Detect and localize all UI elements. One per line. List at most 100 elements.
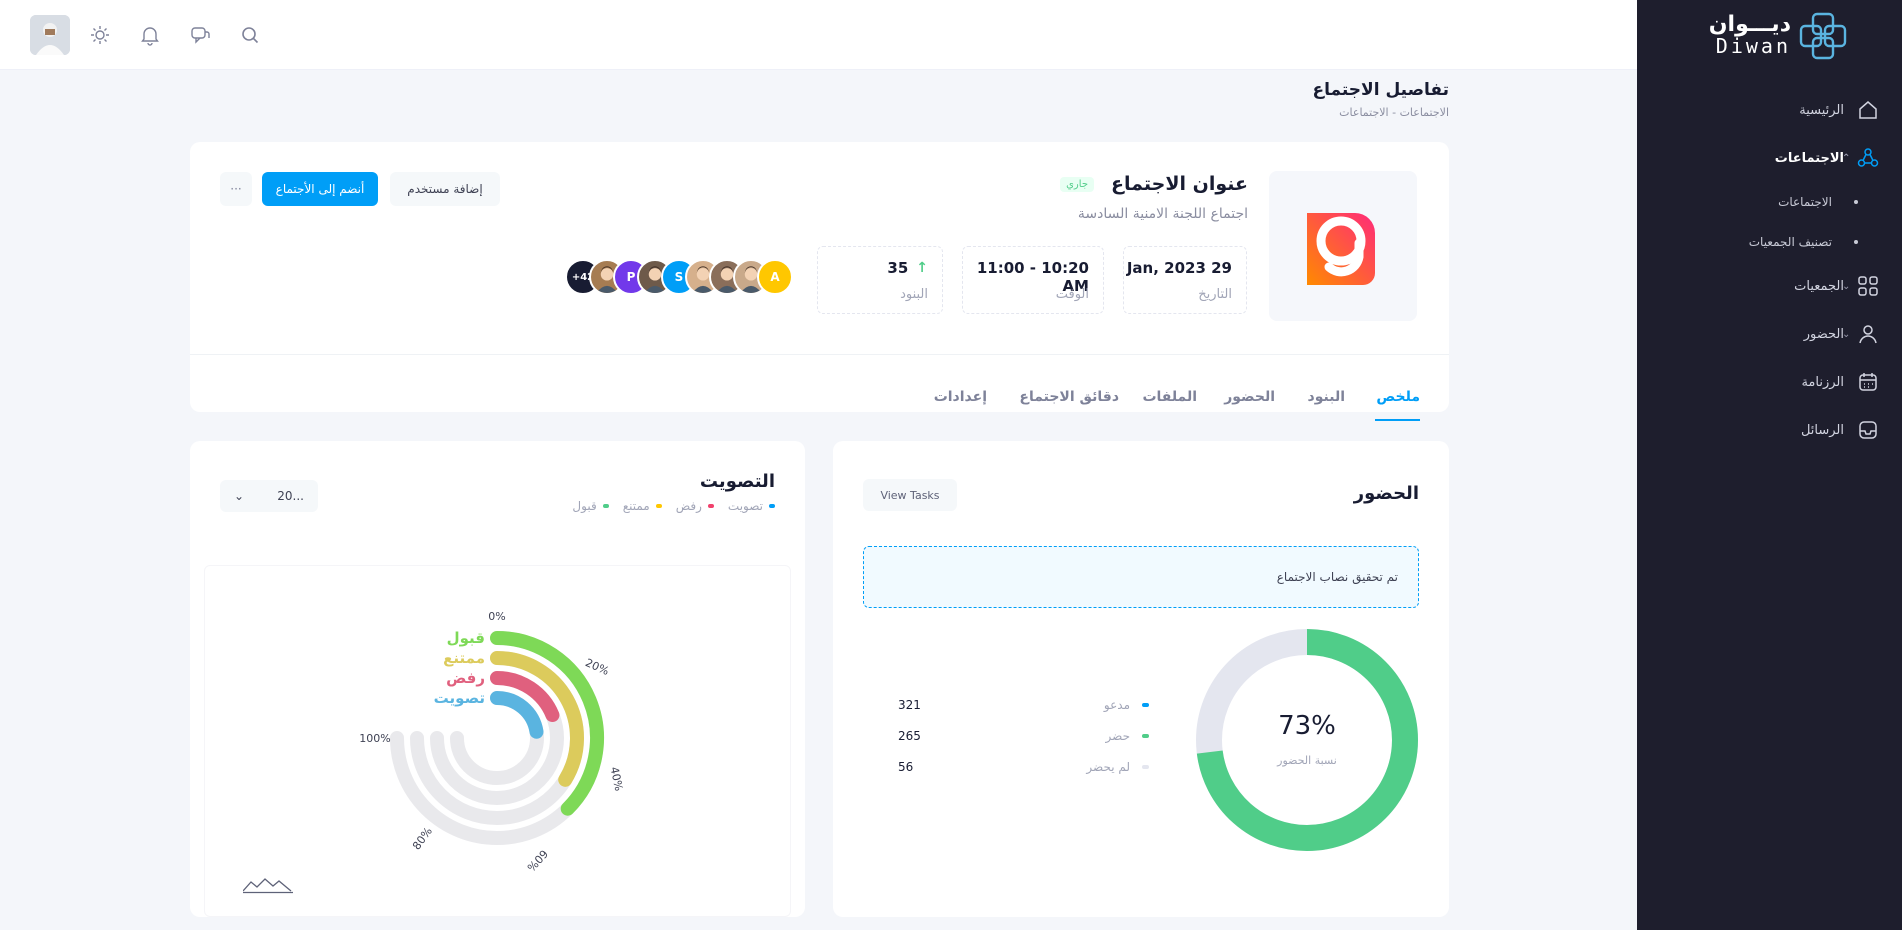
chevron-down-icon: ⌄ [1842, 328, 1851, 340]
sidebar-item-label: الحضور [1803, 326, 1844, 342]
date-stat: 29 Jan, 2023 التاريخ [1123, 246, 1247, 314]
sidebar-subitem-meetings[interactable]: الاجتماعات [1637, 182, 1902, 222]
arrow-up-icon: ↑ [916, 260, 928, 276]
chevron-down-icon: ⌄ [1842, 280, 1851, 292]
breadcrumb[interactable]: الاجتماعات - الاجتماعات [1339, 106, 1449, 119]
sidebar-subitem-label: تصنيف الجمعيات [1748, 235, 1832, 249]
legend-marker [655, 504, 662, 508]
avatar-initial: +42 [571, 271, 595, 283]
meeting-tabs: ملخص البنود الحضور الملفات دقائق الاجتما… [190, 354, 1449, 421]
meeting-title: عنوان الاجتماع [1111, 173, 1248, 195]
radial-bar[interactable] [490, 671, 560, 723]
sidebar-item-label: الرزنامة [1801, 374, 1844, 390]
legend-label: ممتنع [622, 499, 650, 513]
avatar-initial: S [674, 270, 684, 284]
legend-item[interactable]: ممتنع [623, 499, 662, 513]
tab-minutes[interactable]: دقائق الاجتماع [1019, 389, 1119, 405]
calendar-icon [1856, 370, 1880, 394]
home-icon [1856, 98, 1880, 122]
legend-marker [1142, 765, 1149, 769]
breakdown-value: 265 [898, 729, 921, 743]
series-label: تصويت [434, 689, 485, 707]
sidebar-item-meetings[interactable]: الاجتماعات ⌃ [1637, 134, 1902, 182]
participant-avatar-initial[interactable]: A [757, 259, 793, 295]
date-value: 29 Jan, 2023 [1126, 259, 1232, 277]
breakdown-label-text: مدعو [1103, 698, 1130, 712]
items-stat: ↑ 35 البنود [817, 246, 943, 314]
radial-bar[interactable] [490, 651, 584, 787]
tab-files[interactable]: الملفات [1142, 389, 1197, 405]
legend-marker [707, 504, 714, 508]
join-meeting-button[interactable]: أنضم إلى الأجتماع [262, 172, 378, 206]
avatar-initial: P [626, 270, 636, 284]
breakdown-label: حضر [1106, 729, 1149, 743]
sidebar-subitem-categories[interactable]: تصنيف الجمعيات [1637, 222, 1902, 262]
legend-marker [1142, 703, 1149, 707]
voting-card: التصويت تصويت رفض ممتنع قبول ⌄ 20... قبول مم… [190, 441, 805, 917]
legend-item[interactable]: قبول [572, 499, 609, 513]
period-select-value: 20... [277, 489, 304, 503]
tab-attendance[interactable]: الحضور [1224, 389, 1275, 405]
chat-icon[interactable] [189, 24, 211, 46]
sidebar-item-home[interactable]: الرئيسية [1637, 86, 1902, 134]
sidebar-item-attendance[interactable]: الحضور ⌄ [1637, 310, 1902, 358]
attendance-donut [1196, 629, 1418, 851]
axis-tick-label: 80% [410, 825, 435, 852]
radial-bar[interactable] [490, 631, 604, 816]
attendance-title: الحضور [1353, 483, 1419, 504]
meeting-thumbnail [1269, 171, 1417, 321]
bullet-icon [1854, 240, 1858, 244]
items-value-row: ↑ 35 [887, 259, 928, 277]
sidebar-nav: الرئيسية الاجتماعات ⌃ الاجتماعات تصنيف ا… [1637, 86, 1902, 454]
series-label: ممتنع [443, 649, 485, 667]
grid-icon [1856, 274, 1880, 298]
brand-logo[interactable]: ديـــوان Diwan [1697, 12, 1847, 60]
page-title: تفاصيل الاجتماع [1312, 80, 1449, 100]
participants-avatars[interactable]: A S P +42 [563, 259, 793, 295]
user-icon [1856, 322, 1880, 346]
status-badge: جاري [1060, 177, 1094, 192]
axis-tick-label: 40% [608, 766, 626, 793]
legend-label: تصويت [727, 499, 763, 513]
sidebar-item-associations[interactable]: الجمعيات ⌄ [1637, 262, 1902, 310]
sidebar-item-messages[interactable]: الرسائل [1637, 406, 1902, 454]
time-label: الوقت [1055, 287, 1089, 302]
series-label: رفض [446, 669, 485, 687]
message-icon [1856, 418, 1880, 442]
topbar [0, 0, 1637, 70]
sidebar-item-label: الاجتماعات [1774, 150, 1844, 166]
view-tasks-button[interactable]: View Tasks [863, 479, 957, 511]
time-stat: 10:20 - 11:00 AM الوقت [962, 246, 1104, 314]
bullet-icon [1854, 200, 1858, 204]
more-button[interactable]: ··· [220, 172, 252, 206]
series-label: قبول [447, 629, 485, 647]
radial-bar[interactable] [490, 691, 544, 739]
breakdown-value: 321 [898, 698, 921, 712]
brand-name-ar: ديـــوان [1708, 12, 1791, 37]
chart-toolbar-icon[interactable] [243, 874, 295, 894]
tab-summary[interactable]: ملخص [1376, 389, 1420, 405]
add-user-button[interactable]: إضافة مستخدم [390, 172, 500, 206]
search-icon[interactable] [239, 24, 261, 46]
donut-attended-arc [1196, 629, 1418, 851]
sun-icon[interactable] [89, 24, 111, 46]
brand-name-en: Diwan [1715, 34, 1791, 58]
sidebar-subitem-label: الاجتماعات [1778, 195, 1832, 209]
chevron-up-icon: ⌃ [1842, 152, 1851, 164]
attendance-card: الحضور View Tasks تم تحقيق نصاب الاجتماع… [833, 441, 1449, 917]
bell-icon[interactable] [139, 24, 161, 46]
participant-avatar-photo[interactable] [733, 259, 769, 295]
chevron-down-icon: ⌄ [234, 489, 245, 503]
axis-tick-label: 20% [583, 656, 611, 678]
axis-tick-label: 0% [488, 610, 505, 623]
sidebar-item-calendar[interactable]: الرزنامة [1637, 358, 1902, 406]
tab-settings[interactable]: إعدادات [933, 389, 987, 405]
user-avatar[interactable] [30, 15, 70, 55]
legend-marker [769, 504, 775, 508]
tab-items[interactable]: البنود [1307, 389, 1345, 405]
period-select[interactable]: ⌄ 20... [220, 480, 318, 512]
voting-legend: تصويت رفض ممتنع قبول [572, 499, 775, 513]
items-label: البنود [900, 287, 928, 302]
legend-item[interactable]: تصويت [728, 499, 775, 513]
legend-item[interactable]: رفض [676, 499, 714, 513]
